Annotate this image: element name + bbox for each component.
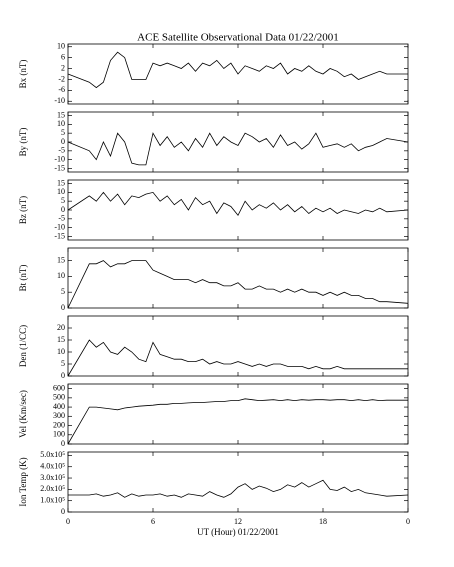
y-tick-label: 1.0x10⁵ [40, 496, 65, 505]
data-line [67, 191, 409, 217]
y-axis-label: Den (1/CC) [18, 325, 28, 367]
x-tick-label: 12 [234, 517, 242, 526]
data-line [67, 398, 408, 445]
y-tick-label: 300 [53, 411, 65, 420]
y-axis-label: Vel (Km/sec) [18, 390, 28, 438]
y-tick-label: 5 [61, 287, 65, 296]
x-tick-label: 6 [151, 517, 155, 526]
x-axis-label: UT (Hour) 01/22/2001 [197, 527, 279, 537]
data-line [67, 260, 409, 309]
x-tick-label: 18 [319, 517, 327, 526]
y-tick-label: 5 [61, 196, 65, 205]
y-tick-label: 10 [57, 187, 65, 196]
data-line [67, 339, 408, 377]
y-tick-label: 6 [61, 52, 65, 61]
y-tick-label: 10 [57, 119, 65, 128]
y-tick-label: -15 [54, 231, 65, 240]
y-axis-label: Ion Temp (K) [18, 457, 28, 506]
y-tick-label: 2.0x10⁵ [40, 484, 65, 493]
y-tick-label: 5 [61, 359, 65, 368]
y-tick-label: 2 [61, 63, 65, 72]
y-tick-label: 10 [57, 347, 65, 356]
y-tick-label: 5.0x10⁵ [40, 450, 65, 459]
y-tick-label: -5 [58, 146, 65, 155]
y-tick-label: 200 [53, 420, 65, 429]
y-tick-label: 15 [57, 335, 65, 344]
y-tick-label: -15 [54, 163, 65, 172]
y-axis-label: Bt (nT) [18, 265, 28, 292]
y-tick-label: 0 [61, 205, 65, 214]
y-tick-label: 400 [53, 402, 65, 411]
panel-frame [67, 247, 409, 309]
x-tick-label: 0 [66, 517, 70, 526]
y-tick-label: 10 [57, 271, 65, 280]
y-tick-label: 600 [53, 383, 65, 392]
y-tick-label: 0 [61, 137, 65, 146]
y-tick-label: 5 [61, 128, 65, 137]
panel-frame [67, 315, 409, 377]
panel-frame [67, 383, 409, 445]
y-tick-label: -10 [54, 154, 65, 163]
y-tick-label: 0 [61, 439, 65, 448]
y-tick-label: 500 [53, 393, 65, 402]
y-tick-label: 15 [57, 178, 65, 187]
y-tick-label: 20 [57, 323, 65, 332]
y-tick-label: 3.0x10⁵ [40, 473, 65, 482]
y-axis-label: Bx (nT) [18, 60, 28, 89]
panel-frame [67, 179, 409, 241]
panel-frame [67, 111, 409, 173]
y-axis-label: By (nT) [18, 128, 28, 157]
data-line [68, 479, 409, 498]
y-tick-label: 0 [61, 507, 65, 516]
data-line [67, 51, 408, 89]
y-tick-label: 15 [57, 110, 65, 119]
y-tick-label: 0 [61, 303, 65, 312]
y-axis-label: Bz (nT) [18, 196, 28, 224]
panel-frame [67, 451, 409, 513]
y-tick-label: 15 [57, 255, 65, 264]
y-tick-label: 4.0x10⁵ [40, 462, 65, 471]
y-tick-label: -2 [58, 74, 65, 83]
data-line [67, 132, 409, 166]
y-tick-label: -10 [54, 96, 65, 105]
y-tick-label: 0 [61, 371, 65, 380]
y-tick-label: 100 [53, 430, 65, 439]
y-tick-label: -5 [58, 214, 65, 223]
chart-title: ACE Satellite Observational Data 01/22/2… [137, 32, 339, 44]
x-tick-label: 0 [406, 517, 410, 526]
y-tick-label: -10 [54, 222, 65, 231]
y-tick-label: 10 [57, 42, 65, 51]
y-tick-label: -6 [58, 85, 65, 94]
